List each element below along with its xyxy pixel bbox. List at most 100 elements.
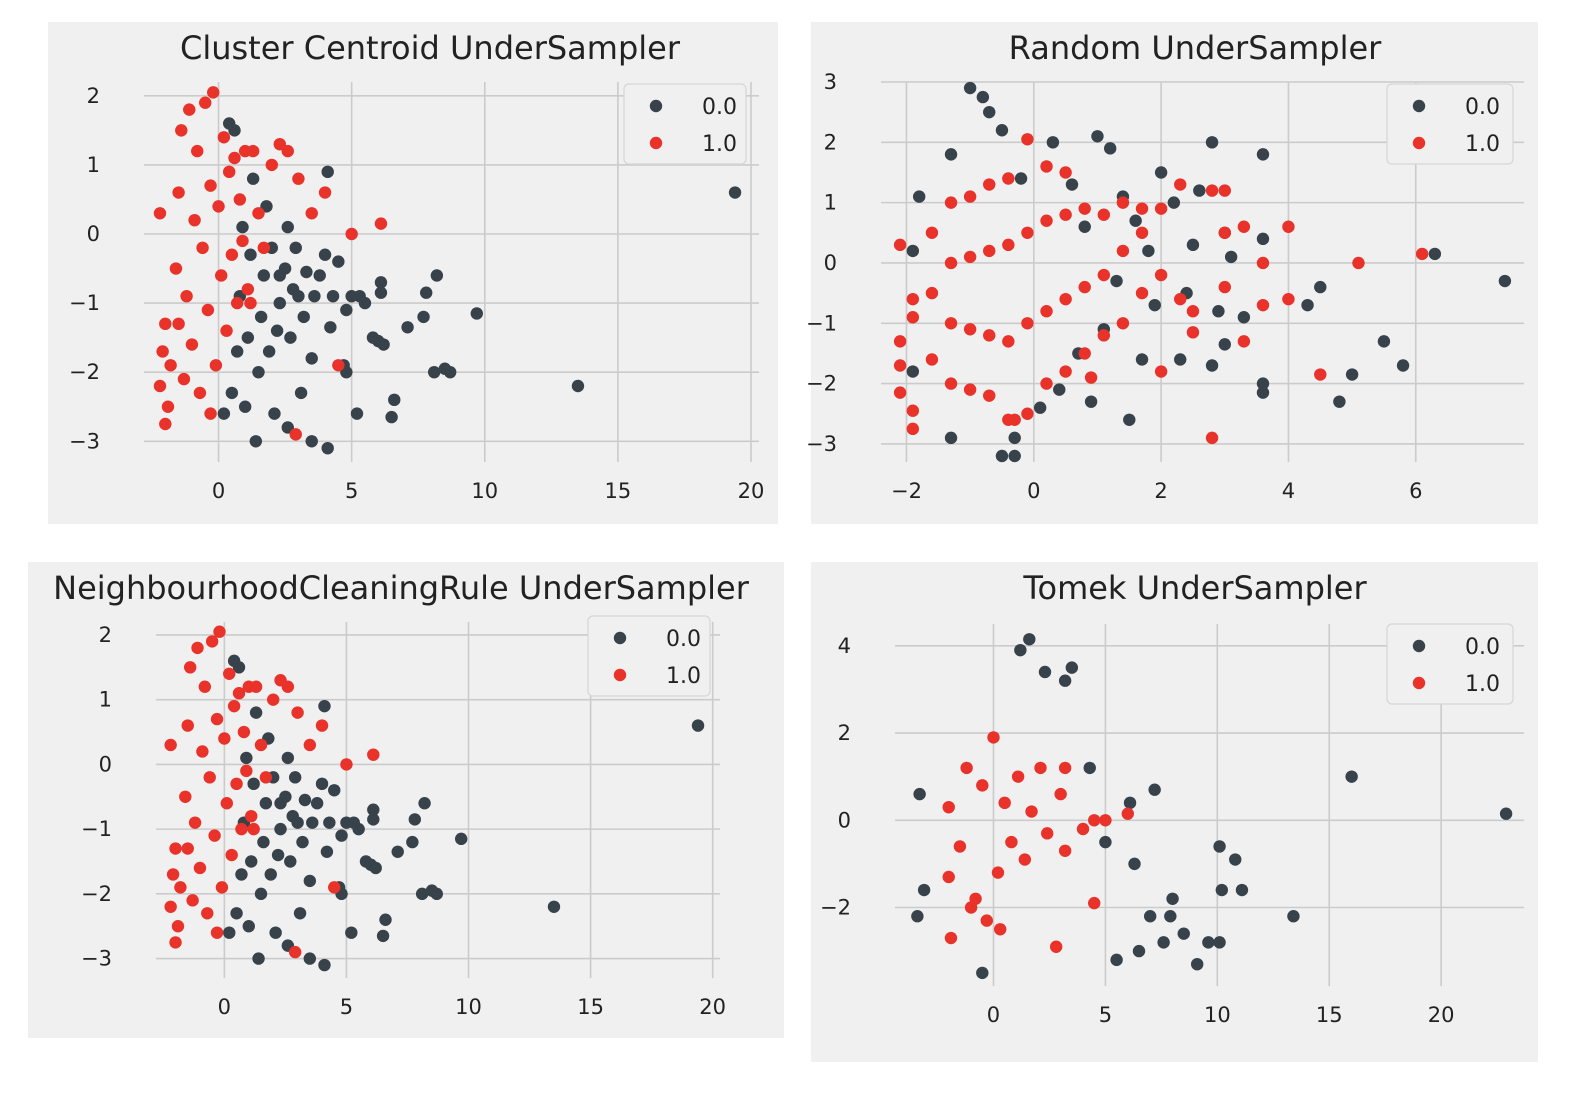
data-point bbox=[204, 407, 217, 420]
data-point bbox=[1314, 280, 1327, 294]
data-point bbox=[166, 868, 180, 881]
data-point bbox=[293, 907, 307, 920]
data-point bbox=[1078, 220, 1091, 233]
data-point bbox=[367, 813, 380, 826]
legend-label: 1.0 bbox=[702, 132, 737, 157]
data-point bbox=[983, 105, 996, 119]
data-point bbox=[1154, 202, 1168, 215]
data-point bbox=[1174, 353, 1187, 366]
data-point bbox=[318, 699, 331, 713]
data-point bbox=[305, 207, 318, 220]
data-point bbox=[305, 435, 318, 448]
data-point bbox=[291, 816, 304, 829]
data-point bbox=[1099, 835, 1112, 849]
data-point bbox=[198, 680, 212, 693]
data-point bbox=[1053, 383, 1066, 396]
data-point bbox=[1097, 268, 1111, 282]
data-point bbox=[281, 144, 294, 158]
legend-label: 1.0 bbox=[1465, 132, 1500, 157]
data-point bbox=[728, 186, 742, 199]
data-point bbox=[236, 234, 249, 248]
data-point bbox=[1132, 944, 1146, 958]
data-point bbox=[1058, 761, 1072, 775]
series-1.0 bbox=[942, 731, 1134, 953]
x-tick-label: 2 bbox=[1154, 479, 1167, 503]
data-point bbox=[254, 738, 268, 752]
x-tick-label: 10 bbox=[455, 995, 482, 1019]
data-point bbox=[326, 289, 340, 303]
data-point bbox=[161, 400, 175, 413]
data-point bbox=[1237, 335, 1251, 348]
data-point bbox=[196, 241, 209, 255]
data-point bbox=[367, 803, 380, 816]
data-point bbox=[220, 324, 233, 337]
data-point bbox=[925, 226, 939, 239]
data-point bbox=[169, 262, 183, 275]
data-point bbox=[388, 393, 401, 407]
data-point bbox=[1014, 643, 1027, 657]
data-point bbox=[944, 931, 958, 945]
legend: 0.01.0 bbox=[587, 615, 711, 697]
data-point bbox=[328, 784, 341, 797]
data-point bbox=[262, 345, 276, 358]
data-point bbox=[1041, 827, 1054, 840]
data-point bbox=[1084, 395, 1098, 408]
data-point bbox=[906, 292, 920, 306]
data-point bbox=[1097, 208, 1111, 221]
data-point bbox=[240, 751, 253, 765]
data-point bbox=[1021, 317, 1034, 330]
data-point bbox=[906, 365, 920, 378]
data-point bbox=[1011, 770, 1025, 783]
legend-marker bbox=[1412, 639, 1426, 653]
data-point bbox=[215, 881, 229, 894]
data-point bbox=[1154, 365, 1168, 378]
data-point bbox=[1229, 853, 1242, 866]
data-point bbox=[199, 96, 212, 109]
data-point bbox=[1142, 244, 1155, 258]
data-point bbox=[1256, 377, 1270, 390]
data-point bbox=[273, 269, 286, 282]
legend-marker bbox=[649, 99, 663, 113]
data-point bbox=[289, 428, 302, 441]
data-point bbox=[406, 835, 419, 849]
x-tick-label: 15 bbox=[605, 479, 632, 503]
data-point bbox=[257, 835, 270, 849]
data-point bbox=[1193, 184, 1206, 197]
chart-title: Random UnderSampler bbox=[1009, 29, 1383, 67]
data-point bbox=[1333, 395, 1346, 408]
data-point bbox=[1377, 335, 1391, 348]
data-point bbox=[247, 822, 260, 836]
y-tick-label: −1 bbox=[806, 311, 837, 335]
data-point bbox=[906, 244, 920, 258]
data-point bbox=[1135, 286, 1149, 300]
legend-label: 1.0 bbox=[1465, 672, 1500, 697]
data-point bbox=[288, 945, 302, 959]
data-point bbox=[1135, 353, 1149, 366]
data-point bbox=[374, 276, 388, 289]
data-point bbox=[332, 255, 345, 268]
y-tick-label: 0 bbox=[838, 808, 851, 832]
data-point bbox=[1021, 226, 1034, 239]
x-tick-label: 4 bbox=[1282, 479, 1295, 503]
data-point bbox=[1218, 226, 1231, 239]
data-point bbox=[1177, 927, 1190, 940]
data-point bbox=[976, 90, 990, 104]
data-point bbox=[1049, 940, 1063, 953]
data-point bbox=[1110, 953, 1123, 967]
data-point bbox=[292, 289, 305, 303]
grid bbox=[895, 624, 1524, 986]
data-point bbox=[1256, 232, 1270, 246]
data-point bbox=[1345, 770, 1358, 783]
data-point bbox=[159, 417, 172, 431]
data-point bbox=[1059, 365, 1072, 378]
data-point bbox=[1038, 665, 1052, 679]
scatter-panel-tomek: 0 5 10 15 20 −2 0 2 4 Tomek UnderSampler 0.0 1.0 bbox=[811, 562, 1538, 1062]
scatter-chart-neighbourhood-cleaning-rule: 0 5 10 15 20 −3 −2 −1 0 1 2 NeighbourhoodCleaningRu… bbox=[53, 569, 750, 1019]
data-point bbox=[987, 731, 1000, 744]
data-point bbox=[1110, 274, 1123, 288]
data-point bbox=[1415, 247, 1429, 261]
data-point bbox=[252, 365, 265, 379]
data-point bbox=[1034, 761, 1047, 775]
data-point bbox=[340, 303, 353, 317]
